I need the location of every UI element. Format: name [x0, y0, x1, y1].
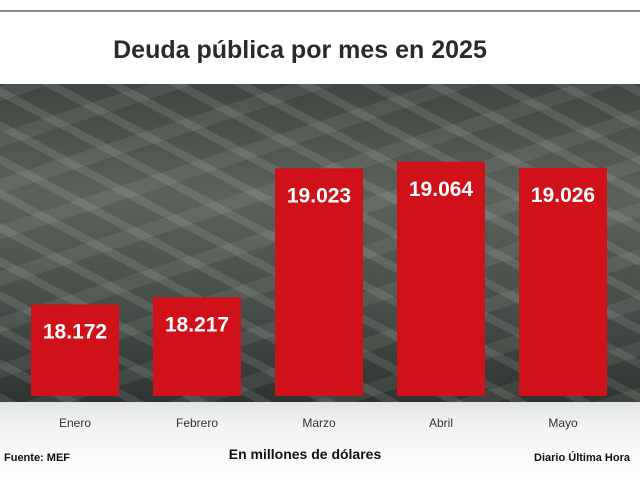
bar-abril	[397, 161, 485, 396]
data-label-abril: 19.064	[409, 178, 474, 201]
category-label-febrero: Febrero	[175, 416, 219, 430]
bar-chart: 18.172 18.217 19.023 19.064 19.026	[31, 161, 607, 396]
data-label-marzo: 19.023	[287, 184, 351, 207]
source-label: Fuente: MEF	[4, 452, 70, 464]
chart-frame: Deuda pública por mes en 2025 18.172 18.2…	[0, 10, 640, 480]
category-label-abril: Abril	[428, 416, 453, 430]
chart-title: Deuda pública por mes en 2025	[113, 36, 487, 64]
category-label-enero: Enero	[58, 416, 92, 430]
credit-label: Diario Última Hora	[534, 452, 630, 464]
plot-area: 18.172 18.217 19.023 19.064 19.026	[0, 84, 640, 402]
x-axis-label: En millones de dólares	[228, 446, 382, 462]
data-label-mayo: 19.026	[531, 184, 595, 207]
bar-marzo	[275, 168, 363, 396]
data-label-febrero: 18.217	[165, 313, 229, 336]
bar-enero	[31, 304, 119, 396]
category-label-marzo: Marzo	[302, 416, 336, 430]
labels-band: Enero Febrero Marzo Abril Mayo En millon…	[0, 402, 640, 480]
category-label-mayo: Mayo	[548, 416, 578, 430]
bar-febrero	[153, 297, 241, 396]
data-label-enero: 18.172	[43, 320, 107, 343]
bar-mayo	[519, 167, 607, 396]
